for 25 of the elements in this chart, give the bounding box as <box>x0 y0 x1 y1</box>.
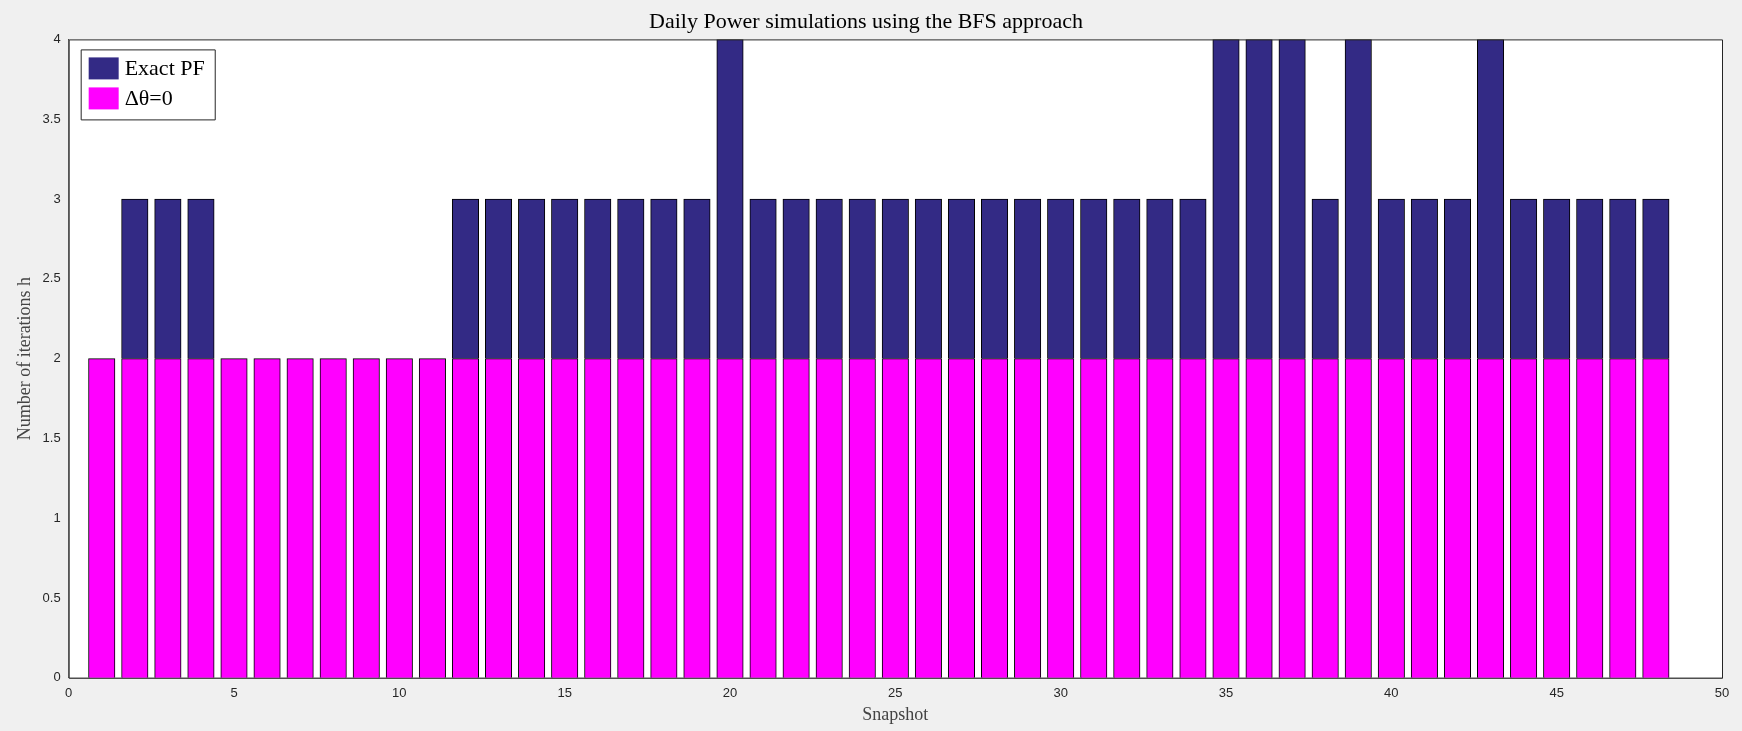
y-tick-label: 3.5 <box>42 110 61 126</box>
y-tick-label: 1.5 <box>42 429 61 445</box>
x-tick-label: 30 <box>1053 685 1068 701</box>
y-tick-label: 1 <box>53 509 61 525</box>
chart-title: Daily Power simulations using the BFS approach <box>649 7 1083 33</box>
legend-label: Δθ=0 <box>124 85 173 111</box>
x-tick-label: 25 <box>888 685 903 701</box>
y-axis-title: Number of iterations h <box>13 276 34 441</box>
x-tick-label: 5 <box>230 685 238 701</box>
legend-label: Exact PF <box>124 55 205 81</box>
x-tick-label: 20 <box>722 685 738 701</box>
x-tick-label: 10 <box>392 685 407 701</box>
x-tick-label: 50 <box>1714 685 1730 701</box>
y-tick-label: 2.5 <box>42 270 61 286</box>
y-tick-label: 4 <box>53 30 61 46</box>
y-tick-label: 0.5 <box>42 589 61 605</box>
x-tick-label: 45 <box>1549 685 1564 701</box>
x-axis-title: Snapshot <box>862 703 929 724</box>
x-tick-label: 35 <box>1218 685 1234 701</box>
x-tick-label: 0 <box>65 685 73 701</box>
y-tick-label: 2 <box>53 350 61 366</box>
x-tick-label: 40 <box>1384 685 1399 701</box>
y-tick-label: 3 <box>53 190 61 206</box>
x-tick-label: 15 <box>557 685 572 701</box>
y-tick-label: 0 <box>53 669 61 685</box>
